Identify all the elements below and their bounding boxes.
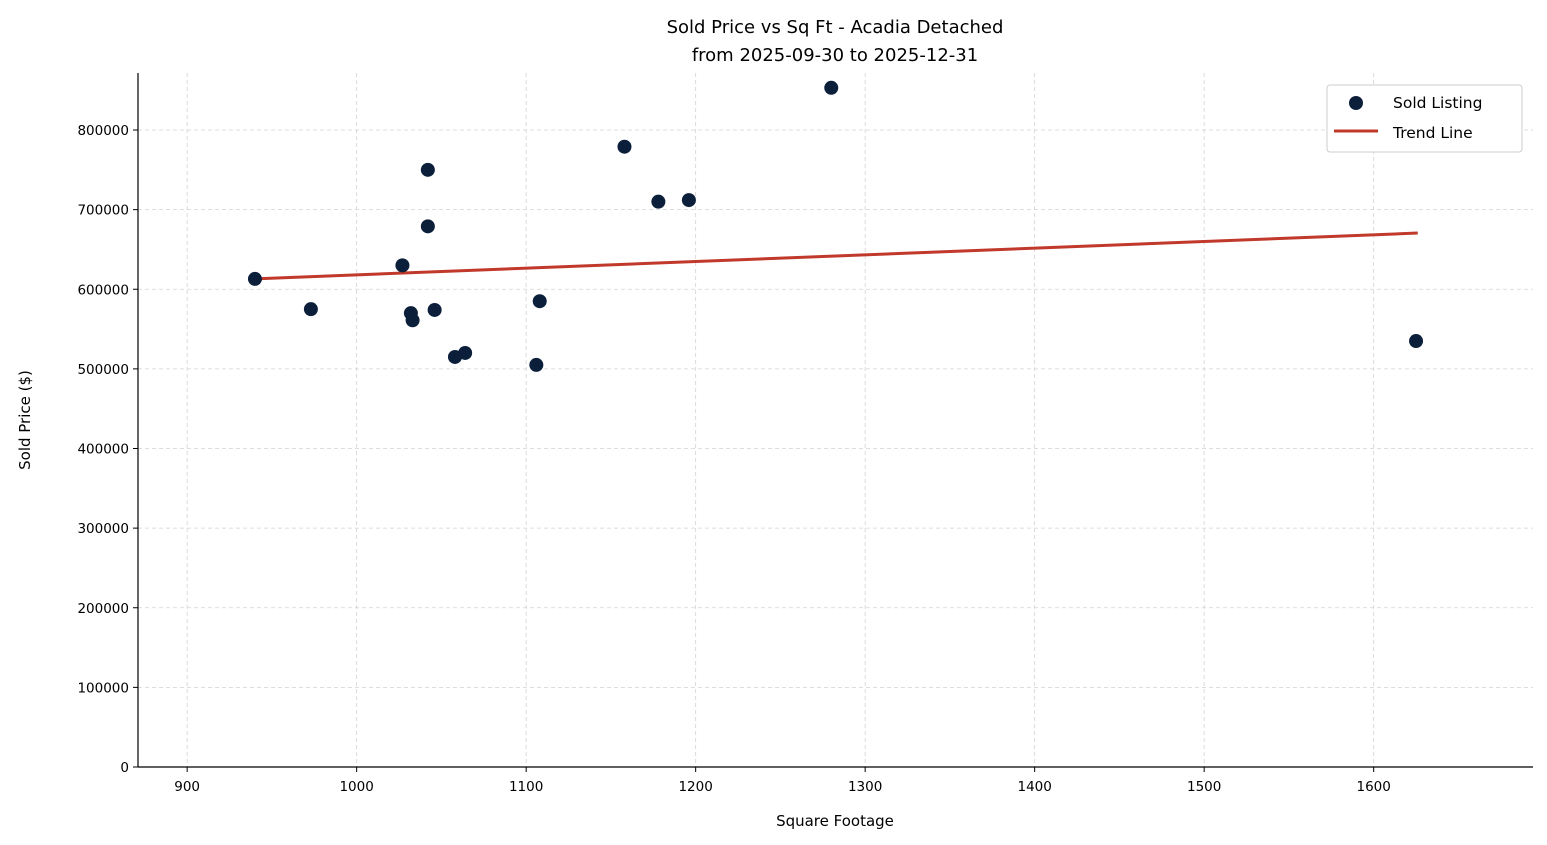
data-point-sold-listing [681, 193, 696, 208]
y-tick-label: 800000 [77, 123, 129, 139]
chart-title: Sold Price vs Sq Ft - Acadia Detached [667, 17, 1004, 38]
y-tick-label: 0 [120, 760, 129, 776]
chart-subtitle: from 2025-09-30 to 2025-12-31 [692, 45, 978, 66]
x-tick-label: 1400 [1017, 779, 1051, 795]
legend-label-sold-listing: Sold Listing [1393, 94, 1482, 112]
y-tick-label: 300000 [77, 521, 129, 537]
x-tick-label: 1300 [848, 779, 882, 795]
data-point-sold-listing [395, 258, 410, 273]
data-point-sold-listing [458, 345, 473, 360]
y-tick-label: 200000 [77, 601, 129, 617]
x-tick-label: 900 [174, 779, 200, 795]
data-point-sold-listing [617, 139, 632, 154]
x-axis-label: Square Footage [776, 812, 894, 830]
data-point-sold-listing [247, 271, 262, 286]
legend-marker-sold-listing [1349, 96, 1363, 110]
data-point-sold-listing [532, 294, 547, 309]
data-point-sold-listing [529, 357, 544, 372]
data-point-sold-listing [405, 313, 420, 328]
y-tick-label: 400000 [77, 442, 129, 458]
trend-line [254, 231, 1418, 281]
y-tick-label: 600000 [77, 282, 129, 298]
y-tick-label: 500000 [77, 362, 129, 378]
y-axis-label: Sold Price ($) [16, 370, 34, 470]
data-point-sold-listing [651, 194, 666, 209]
x-tick-label: 1600 [1356, 779, 1390, 795]
data-point-sold-listing [420, 219, 435, 234]
data-point-sold-listing [824, 80, 839, 95]
x-tick-label: 1500 [1187, 779, 1221, 795]
x-tick-label: 1200 [678, 779, 712, 795]
y-tick-label: 700000 [77, 203, 129, 219]
data-point-sold-listing [427, 302, 442, 317]
y-tick-label: 100000 [77, 680, 129, 696]
data-point-sold-listing [420, 162, 435, 177]
x-tick-label: 1000 [339, 779, 373, 795]
data-point-sold-listing [1409, 334, 1424, 349]
legend-label-trend-line: Trend Line [1392, 124, 1473, 142]
data-point-sold-listing [303, 302, 318, 317]
legend: Sold Listing Trend Line [1326, 84, 1523, 153]
x-tick-label: 1100 [509, 779, 543, 795]
